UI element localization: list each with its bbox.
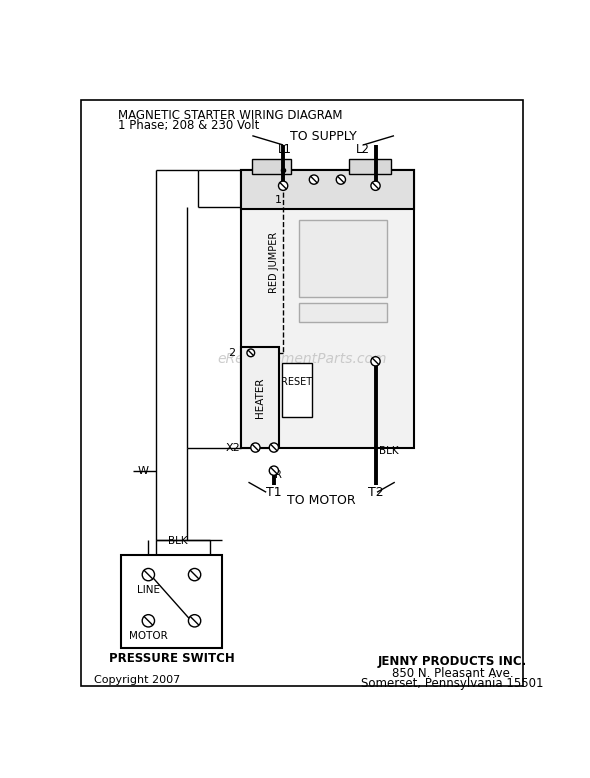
Text: RESET: RESET (281, 377, 313, 387)
Ellipse shape (247, 349, 255, 356)
Bar (241, 170, 414, 447)
Text: PRESSURE SWITCH: PRESSURE SWITCH (109, 652, 234, 664)
Text: MOTOR: MOTOR (129, 631, 168, 641)
Ellipse shape (251, 443, 260, 452)
Text: T1: T1 (266, 486, 281, 499)
Ellipse shape (188, 569, 201, 580)
Text: HEATER: HEATER (255, 377, 265, 418)
Ellipse shape (269, 466, 278, 475)
Bar (281, 363, 312, 417)
Text: 850 N. Pleasant Ave.: 850 N. Pleasant Ave. (392, 667, 513, 680)
Ellipse shape (269, 443, 278, 452)
Bar (122, 555, 221, 648)
Text: RED JUMPER: RED JUMPER (269, 232, 279, 293)
Text: 1: 1 (275, 195, 282, 205)
Text: L1: L1 (278, 143, 291, 156)
Text: 2: 2 (228, 348, 235, 358)
Bar (299, 220, 387, 297)
Text: 1 Phase; 208 & 230 Volt: 1 Phase; 208 & 230 Volt (117, 119, 259, 131)
Ellipse shape (142, 569, 155, 580)
Text: JENNY PRODUCTS INC.: JENNY PRODUCTS INC. (378, 655, 527, 668)
Text: eReplacementParts.com: eReplacementParts.com (218, 352, 387, 366)
Bar (253, 159, 291, 174)
Text: TO MOTOR: TO MOTOR (287, 494, 356, 506)
Text: BLK: BLK (379, 447, 398, 457)
Ellipse shape (371, 181, 380, 191)
Text: L2: L2 (356, 143, 370, 156)
Text: X2: X2 (225, 443, 240, 453)
Ellipse shape (371, 356, 380, 366)
Bar (349, 159, 391, 174)
Text: W: W (137, 466, 148, 475)
Ellipse shape (278, 181, 288, 191)
Text: MAGNETIC STARTER WIRING DIAGRAM: MAGNETIC STARTER WIRING DIAGRAM (117, 109, 342, 122)
Bar (241, 170, 414, 209)
Text: Copyright 2007: Copyright 2007 (94, 675, 181, 685)
Text: Somerset, Pennsylvania 15501: Somerset, Pennsylvania 15501 (361, 677, 544, 690)
Text: BLK: BLK (168, 536, 187, 546)
Text: TO SUPPLY: TO SUPPLY (290, 131, 356, 143)
Ellipse shape (188, 615, 201, 627)
Text: LINE: LINE (137, 584, 160, 594)
Ellipse shape (309, 175, 319, 184)
Ellipse shape (336, 175, 346, 184)
Bar (241, 348, 279, 447)
Text: R: R (276, 470, 282, 480)
Text: T2: T2 (368, 486, 384, 499)
Ellipse shape (142, 615, 155, 627)
Bar (299, 303, 387, 322)
